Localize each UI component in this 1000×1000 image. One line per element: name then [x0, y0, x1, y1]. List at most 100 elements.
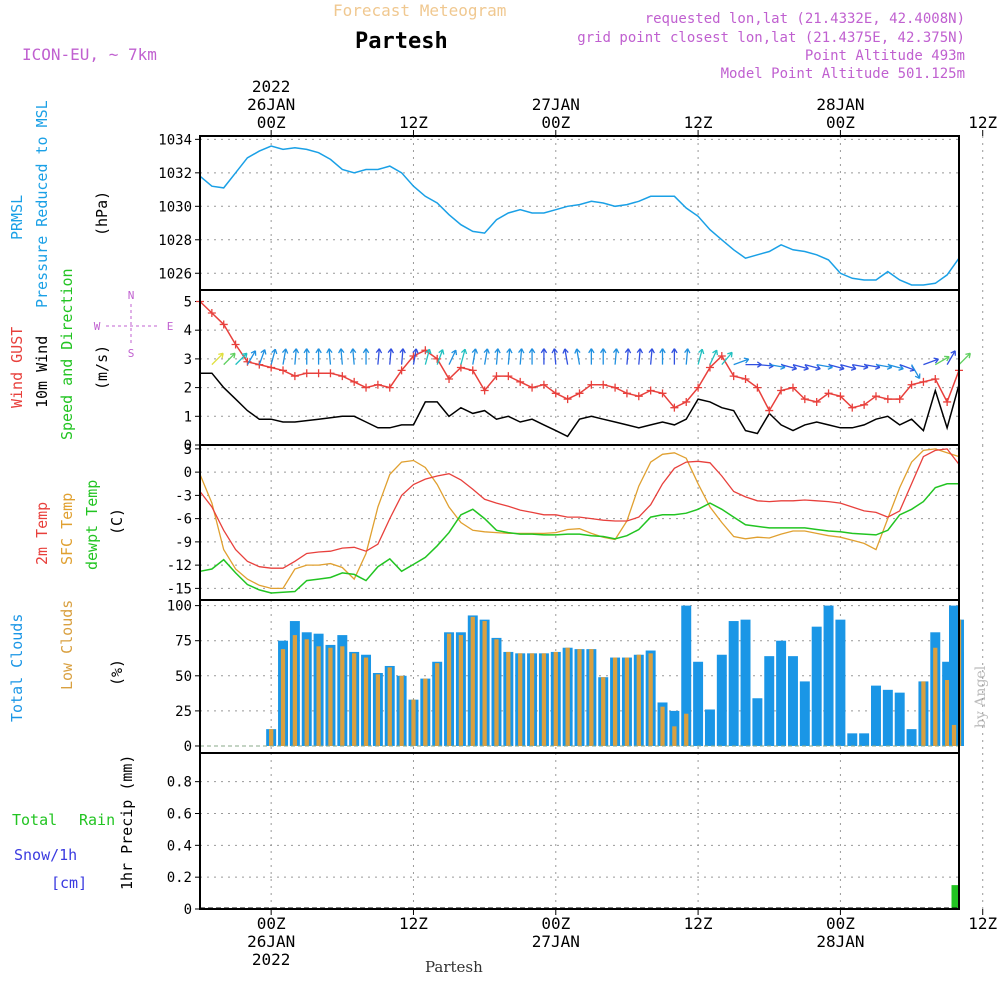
wind-label: 10m Wind — [33, 336, 51, 408]
gust-marker — [539, 380, 548, 389]
wind-arrow — [375, 348, 383, 365]
gust-marker — [480, 386, 489, 395]
low-cloud-bar — [280, 649, 286, 746]
location-title: Partesh — [355, 29, 448, 54]
y-tick-label: 0 — [184, 438, 192, 454]
wind-arrow-shaft — [352, 348, 355, 365]
pressure-label-1: PRMSL — [8, 195, 26, 240]
wind-arrow-head — [412, 348, 419, 354]
low-cloud-bar — [470, 616, 475, 746]
time-label-bottom: 00Z — [826, 914, 855, 933]
y-tick-label: 0.8 — [167, 775, 192, 791]
gust-marker — [848, 403, 857, 412]
grid-point-coords: grid point closest lon,lat (21.4375E, 42… — [577, 30, 965, 46]
wind-arrow-head — [260, 349, 267, 355]
wind-arrow-head — [303, 348, 310, 354]
time-label-top: 12Z — [968, 113, 997, 132]
time-label-bottom: 27JAN — [532, 932, 580, 951]
wind-arrow-head — [338, 348, 345, 354]
y-tick-label: 4 — [184, 323, 192, 339]
y-tick-label: 3 — [184, 442, 192, 458]
wind-arrow-head — [241, 352, 248, 359]
low-cloud-bar — [399, 675, 404, 746]
wind-arrow-head — [636, 348, 644, 354]
gust-marker — [445, 374, 454, 383]
low-cloud-bar — [304, 639, 309, 746]
wind-arrow-head — [375, 348, 383, 354]
model-label: ICON-EU, ~ 7km — [22, 45, 157, 64]
low-cloud-bar — [316, 646, 321, 746]
wind-arrow-shaft — [614, 348, 618, 365]
pressure-unit: (hPa) — [93, 191, 111, 236]
wind-arrow-shaft — [270, 349, 276, 365]
low-cloud-bar — [269, 729, 274, 746]
wind-arrow — [223, 352, 236, 366]
wind-arrow-head — [574, 348, 581, 354]
gust-marker — [741, 374, 750, 383]
wind-arrow — [733, 357, 750, 366]
wind-arrow — [624, 348, 632, 365]
wind-arrow-head — [218, 352, 224, 359]
gust-marker — [777, 386, 786, 395]
precip-unit: 1hr Precip (mm) — [118, 755, 136, 890]
wind-arrow — [697, 348, 705, 365]
wind-arrow — [709, 349, 719, 365]
low-cloud-bar — [352, 653, 357, 746]
wind-arrow — [211, 352, 224, 366]
y-tick-label: 0 — [184, 739, 192, 755]
gust-marker — [919, 377, 928, 386]
total-cloud-bar — [693, 661, 704, 746]
total-cloud-bar — [681, 605, 692, 746]
wind-arrow-head — [387, 348, 395, 354]
footer-location: Partesh — [425, 958, 483, 976]
y-tick-label: -6 — [175, 512, 192, 528]
wind-arrow-shaft — [626, 348, 629, 365]
wind-arrow-head — [562, 348, 569, 354]
wind-arrow-head — [230, 352, 236, 359]
low-cloud-bar — [529, 653, 535, 746]
wind-arrow-shaft — [258, 349, 266, 365]
gust-marker — [231, 340, 240, 349]
wind-arrow — [387, 348, 395, 365]
y-tick-label: -12 — [167, 558, 192, 574]
gust-marker — [362, 383, 371, 392]
low-cloud-bar — [411, 699, 416, 746]
wind-arrow-head — [684, 348, 691, 354]
wind-arrow — [910, 364, 921, 380]
low-cloud-bar — [577, 649, 582, 746]
total-cloud-bar — [906, 729, 917, 746]
total-cloud-bar — [764, 656, 775, 746]
gust-marker — [350, 377, 359, 386]
total-cloud-bar — [882, 689, 893, 746]
wind-arrow — [528, 348, 536, 365]
gust-marker — [314, 369, 323, 378]
total-cloud-bar — [799, 681, 810, 746]
wind-arrow — [460, 348, 468, 365]
compass-rose: N S W E — [94, 289, 174, 360]
wind-arrow-shaft — [804, 364, 821, 370]
wind-arrow-head — [727, 351, 733, 358]
gust-marker — [563, 395, 572, 404]
wind-arrow — [612, 348, 620, 365]
gust-marker — [207, 308, 216, 317]
wind-arrow-head — [483, 348, 490, 354]
pressure-label-2: Pressure Reduced to MSL — [33, 100, 51, 308]
low-cloud-bar — [648, 653, 653, 746]
wind-arrow — [471, 348, 479, 365]
y-tick-label: 50 — [175, 669, 192, 685]
y-tick-label: 1026 — [158, 266, 192, 282]
wind-arrow — [303, 348, 310, 365]
snow-label: Snow/1h — [14, 846, 77, 864]
low-cloud-bar — [363, 657, 369, 746]
low-cloud-bar — [951, 724, 957, 746]
wind-arrow-shaft — [946, 350, 956, 365]
wind-arrow — [792, 364, 809, 371]
wind-arrow — [828, 364, 845, 371]
gust-marker — [468, 366, 477, 375]
wind-arrow — [281, 348, 289, 365]
wind-arrow — [648, 348, 655, 365]
temp-line — [199, 448, 960, 569]
wind-arrow — [483, 348, 490, 365]
y-tick-label: 5 — [184, 294, 192, 310]
wind-arrow-head — [528, 348, 536, 354]
